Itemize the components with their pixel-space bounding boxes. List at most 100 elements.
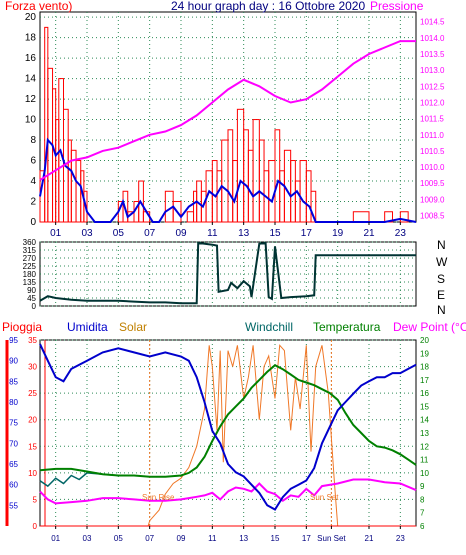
pressure-axis-label: Pressione xyxy=(370,0,424,13)
temperature-tick-label: 9 xyxy=(420,482,425,491)
direction-tick-label: 315 xyxy=(23,246,37,255)
wind-average-line xyxy=(39,137,417,223)
wind-gust-bar xyxy=(83,190,88,223)
temperature-label: Temperatura xyxy=(313,320,381,334)
pressure-line xyxy=(39,40,416,181)
x-tick-label: 23 xyxy=(396,534,405,543)
temperature-tick-label: 12 xyxy=(420,442,429,451)
rain-tick-label: 35 xyxy=(28,336,37,345)
humidity-line xyxy=(39,343,417,511)
pressure-tick-label: 1012.5 xyxy=(420,82,445,91)
direction-tick-label: 180 xyxy=(23,270,37,279)
x-tick-label: 03 xyxy=(81,228,93,239)
x-tick-label: 13 xyxy=(239,534,248,543)
wind-gust-bar xyxy=(399,211,409,223)
humidity-tick-label: 75 xyxy=(9,419,18,428)
x-tick-label: 17 xyxy=(301,228,313,239)
x-tick-label: 03 xyxy=(83,534,92,543)
wind-gust-bar xyxy=(310,190,317,223)
x-tick-label: 05 xyxy=(114,534,123,543)
x-tick-label: 23 xyxy=(395,228,407,239)
y-tick-label: 18 xyxy=(25,33,37,44)
x-tick-label: 07 xyxy=(144,228,156,239)
rain-tick-label: 15 xyxy=(28,442,37,451)
pressure-tick-label: 1012.0 xyxy=(420,98,445,107)
x-tick-label: 07 xyxy=(145,534,154,543)
x-tick-label: 09 xyxy=(175,228,187,239)
temperature-line xyxy=(39,364,417,478)
temperature-tick-label: 20 xyxy=(420,336,429,345)
x-tick-label: 19 xyxy=(332,228,344,239)
chart-title: 24 hour graph day : 16 Ottobre 2020 xyxy=(171,0,365,13)
sunrise-annotation: Sun Rise xyxy=(142,493,175,502)
x-tick-label: 15 xyxy=(271,534,280,543)
humidity-tick-label: 90 xyxy=(9,357,18,366)
direction-tick-label: 135 xyxy=(23,278,37,287)
solar-line xyxy=(40,344,416,527)
compass-e: E xyxy=(437,288,445,302)
temperature-tick-label: 16 xyxy=(420,389,429,398)
pressure-tick-label: 1008.5 xyxy=(420,212,445,221)
direction-tick-label: 360 xyxy=(23,238,37,247)
humidity-label: Umidita xyxy=(67,320,108,334)
temperature-tick-label: 10 xyxy=(420,469,429,478)
wind-gust-bar xyxy=(172,201,182,223)
pressure-tick-label: 1011.5 xyxy=(420,115,444,124)
temperature-tick-label: 11 xyxy=(420,456,429,465)
temperature-tick-label: 13 xyxy=(420,429,429,438)
direction-tick-label: 0 xyxy=(32,302,37,311)
direction-tick-label: 45 xyxy=(27,294,36,303)
y-tick-label: 10 xyxy=(25,115,37,126)
humidity-tick-label: 55 xyxy=(9,501,18,510)
rain-tick-label: 0 xyxy=(33,522,38,531)
x-tick-label: 13 xyxy=(238,228,250,239)
direction-tick-label: 270 xyxy=(23,254,37,263)
wind-direction-line xyxy=(39,241,416,305)
y-tick-label: 8 xyxy=(30,135,36,146)
temperature-tick-label: 8 xyxy=(420,495,425,504)
pressure-tick-label: 1013.5 xyxy=(420,50,445,59)
humidity-tick-label: 65 xyxy=(9,460,18,469)
wind-gust-bar xyxy=(138,180,144,223)
temperature-tick-label: 18 xyxy=(420,363,429,372)
rain-tick-label: 5 xyxy=(33,495,38,504)
dewpoint-line xyxy=(39,478,417,505)
sunset-annotation: Sun Set xyxy=(310,493,339,502)
rain-tick-label: 25 xyxy=(28,389,37,398)
compass-w: W xyxy=(436,255,448,269)
temperature-tick-label: 19 xyxy=(420,349,429,358)
x-tick-label: 01 xyxy=(50,228,62,239)
temperature-tick-label: 7 xyxy=(420,509,425,518)
pressure-tick-label: 1010.5 xyxy=(420,147,445,156)
x-tick-label: 01 xyxy=(51,534,60,543)
y-tick-label: 14 xyxy=(25,74,37,85)
temperature-tick-label: 17 xyxy=(420,376,429,385)
windchill-label: Windchill xyxy=(245,320,293,334)
dewpoint-label: Dew Point (°C) xyxy=(393,320,466,334)
y-tick-label: 16 xyxy=(25,53,37,64)
x-tick-label: 09 xyxy=(177,534,186,543)
wind-gust-bar xyxy=(122,190,129,223)
x-tick-label: 21 xyxy=(363,228,375,239)
pressure-tick-label: 1013.0 xyxy=(420,66,445,75)
x-tick-label: 05 xyxy=(113,228,125,239)
x-tick-label: 11 xyxy=(208,534,217,543)
rain-tick-label: 10 xyxy=(28,469,37,478)
pressure-tick-label: 1011.0 xyxy=(420,131,444,140)
y-tick-label: 6 xyxy=(30,156,36,167)
rain-tick-label: 20 xyxy=(28,416,37,425)
temperature-tick-label: 14 xyxy=(420,416,429,425)
temperature-tick-label: 15 xyxy=(420,402,429,411)
humidity-tick-label: 85 xyxy=(9,377,18,386)
pressure-tick-label: 1010.0 xyxy=(420,163,445,172)
x-tick-label: 15 xyxy=(269,228,281,239)
y-tick-label: 12 xyxy=(25,94,37,105)
humidity-tick-label: 95 xyxy=(9,336,18,345)
y-tick-label: 20 xyxy=(25,12,37,23)
y-tick-label: 4 xyxy=(30,176,36,187)
y-tick-label: 0 xyxy=(30,217,36,228)
humidity-tick-label: 70 xyxy=(9,439,18,448)
x-tick-label: Sun Set xyxy=(317,534,346,543)
wind-axis-label: Forza vento) xyxy=(5,0,72,13)
direction-tick-label: 225 xyxy=(23,262,37,271)
